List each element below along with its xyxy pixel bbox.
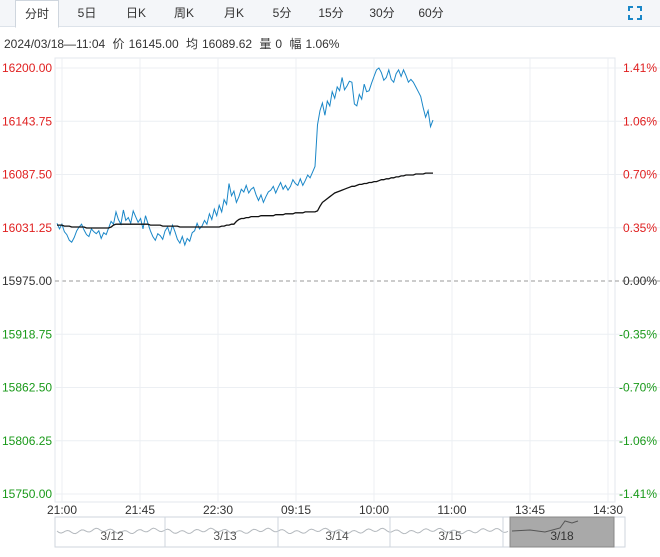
tab-5day[interactable]: 5日 xyxy=(77,6,97,20)
quote-datetime: 2024/03/18—11:04 xyxy=(4,37,106,51)
chart-grid xyxy=(54,57,660,503)
navigator-selection xyxy=(509,516,615,548)
range-navigator: 3/12 3/13 3/14 3/15 3/18 xyxy=(54,516,626,548)
percent-tick-label: 1.06% xyxy=(623,114,657,128)
percent-tick-label: -0.35% xyxy=(619,327,657,341)
plot-frame xyxy=(54,57,616,503)
percent-tick-label: -0.70% xyxy=(619,381,657,395)
navigator-line xyxy=(56,527,509,535)
price-tick-label: 16143.75 xyxy=(2,114,52,128)
percent-tick-label: -1.41% xyxy=(619,487,657,501)
price-axis-labels: 16200.00 16143.75 16087.50 16031.25 15975.00… xyxy=(2,61,52,501)
percent-tick-label: 0.70% xyxy=(623,168,657,182)
time-tick-label: 21:00 xyxy=(47,503,77,517)
change-value: 1.06% xyxy=(305,37,340,51)
chart-period-tabs: 分时 5日 日K 周K 月K 5分 15分 30分 60分 xyxy=(0,0,660,28)
price-tick-label: 16031.25 xyxy=(2,221,52,235)
tab-weekly-k[interactable]: 周K xyxy=(173,6,194,20)
price-line xyxy=(56,67,434,247)
time-tick-label: 13:45 xyxy=(515,503,545,517)
price-tick-label: 15862.50 xyxy=(2,381,52,395)
price-value: 16145.00 xyxy=(128,37,179,51)
navigator-date-label: 3/14 xyxy=(325,529,349,543)
navigator-frame xyxy=(54,516,626,548)
percent-tick-label: 0.35% xyxy=(623,221,657,235)
average-price-line xyxy=(57,172,433,229)
avg-value: 16089.62 xyxy=(201,37,253,51)
price-tick-label: 15975.00 xyxy=(2,274,52,288)
tab-15min[interactable]: 15分 xyxy=(318,6,344,20)
navigator-date-label: 3/13 xyxy=(213,529,237,543)
change-label: 幅 xyxy=(289,37,302,51)
time-tick-label: 21:45 xyxy=(125,503,155,517)
price-label: 价 xyxy=(112,37,125,51)
price-tick-label: 16087.50 xyxy=(2,168,52,182)
time-tick-label: 22:30 xyxy=(203,503,233,517)
tab-intraday[interactable]: 分时 xyxy=(15,0,59,28)
time-tick-label: 09:15 xyxy=(281,503,311,517)
percent-tick-label: -1.06% xyxy=(619,434,657,448)
time-tick-label: 11:00 xyxy=(437,503,466,517)
price-tick-label: 16200.00 xyxy=(2,61,52,75)
tab-30min[interactable]: 30分 xyxy=(369,6,395,20)
tab-60min[interactable]: 60分 xyxy=(418,6,444,20)
tab-5min[interactable]: 5分 xyxy=(272,6,292,20)
avg-label: 均 xyxy=(185,37,198,51)
volume-label: 量 xyxy=(259,37,272,51)
tab-monthly-k[interactable]: 月K xyxy=(223,6,244,20)
price-tick-label: 15918.75 xyxy=(2,327,52,341)
percent-tick-label: 1.41% xyxy=(623,61,657,75)
fullscreen-icon[interactable] xyxy=(628,6,642,20)
chart-series xyxy=(56,67,434,247)
navigator-date-label: 3/18 xyxy=(550,529,574,543)
navigator-date-label: 3/15 xyxy=(438,529,462,543)
percent-axis-labels: 1.41% 1.06% 0.70% 0.35% 0.00% -0.35% -0.70% -1.… xyxy=(619,61,657,501)
time-tick-label: 10:00 xyxy=(359,503,389,517)
price-tick-label: 15806.25 xyxy=(2,434,52,448)
percent-tick-label: 0.00% xyxy=(623,274,657,288)
time-axis-labels: 21:00 21:45 22:30 09:15 10:00 11:00 13:45 14:30 xyxy=(47,503,623,517)
volume-value: 0 xyxy=(275,37,283,51)
tab-daily-k[interactable]: 日K xyxy=(125,6,146,20)
price-tick-label: 15750.00 xyxy=(2,487,52,501)
time-tick-label: 14:30 xyxy=(593,503,623,517)
navigator-date-label: 3/12 xyxy=(100,529,124,543)
navigator-selected-line xyxy=(511,520,579,533)
